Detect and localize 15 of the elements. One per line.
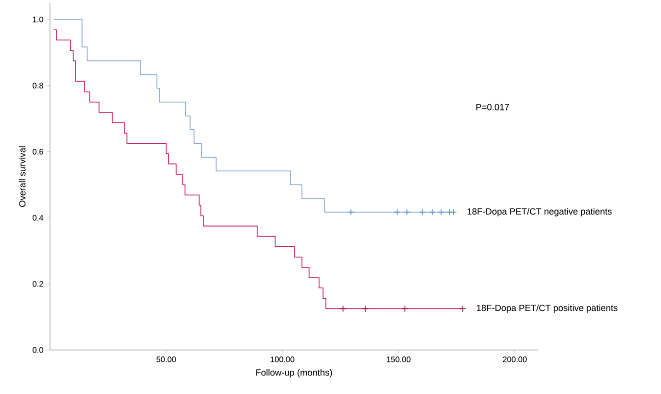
series-label: 18F-Dopa PET/CT negative patients (468, 208, 612, 216)
x-tick-label: 100.00 (270, 356, 294, 362)
y-tick-label: 0.2 (32, 281, 44, 287)
y-tick-label: 1.0 (32, 16, 44, 22)
y-tick-label: 0.0 (32, 347, 44, 353)
y-tick-label: 0.6 (32, 148, 44, 155)
x-tick-label: 50.00 (156, 356, 176, 362)
y-axis-title: Overall survival (18, 146, 26, 207)
y-tick-label: 0.8 (32, 82, 44, 88)
x-tick-label: 150.00 (386, 356, 410, 362)
annotation: P=0.017 (476, 104, 509, 110)
x-tick-label: 200.00 (502, 356, 527, 362)
y-tick-label: 0.4 (32, 214, 44, 221)
series-label: 18F-Dopa PET/CT positive patients (476, 304, 618, 313)
x-axis-title: Follow-up (months) (256, 369, 332, 378)
